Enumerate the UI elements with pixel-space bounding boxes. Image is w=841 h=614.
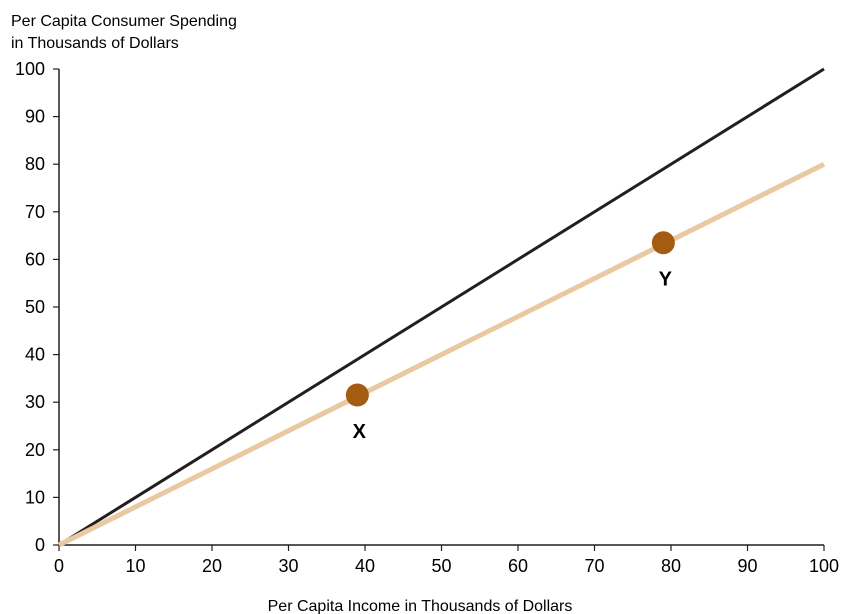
y-tick-label: 90 — [25, 107, 45, 127]
y-axis-label-line-1: Per Capita Consumer Spending — [11, 13, 237, 30]
series-lines — [57, 67, 826, 548]
y-tick-label: 20 — [25, 440, 45, 460]
x-tick-labels: 0 10 20 30 40 50 60 70 80 90 100 — [54, 556, 839, 576]
data-points: XY — [345, 231, 675, 443]
series-line-2 — [57, 161, 826, 548]
x-tick-label: 60 — [508, 556, 528, 576]
series-line-1 — [58, 67, 825, 547]
x-tick-label: 90 — [737, 556, 757, 576]
x-tick-label: 40 — [355, 556, 375, 576]
y-tick-label: 60 — [25, 249, 45, 269]
y-tick-label: 50 — [25, 297, 45, 317]
point-x — [345, 383, 369, 407]
x-tick-label: 30 — [278, 556, 298, 576]
y-tick-label: 70 — [25, 202, 45, 222]
x-tick-label: 100 — [809, 556, 839, 576]
x-tick-label: 70 — [584, 556, 604, 576]
y-tick-label: 30 — [25, 392, 45, 412]
point-label-y: Y — [659, 269, 673, 291]
y-tick-label: 80 — [25, 154, 45, 174]
y-tick-label: 0 — [35, 535, 45, 555]
x-tick-label: 10 — [125, 556, 145, 576]
point-y — [651, 231, 675, 255]
y-tick-label: 100 — [15, 59, 45, 79]
axes — [53, 68, 825, 551]
x-tick-label: 20 — [202, 556, 222, 576]
x-axis-label: Per Capita Income in Thousands of Dollar… — [268, 598, 573, 614]
x-tick-label: 0 — [54, 556, 64, 576]
y-tick-label: 10 — [25, 487, 45, 507]
y-tick-labels: 0 10 20 30 40 50 60 70 80 90 100 — [15, 59, 45, 555]
point-label-x: X — [353, 421, 367, 443]
y-axis-label-line-2: in Thousands of Dollars — [11, 35, 179, 52]
x-tick-label: 80 — [661, 556, 681, 576]
y-tick-label: 40 — [25, 345, 45, 365]
x-tick-label: 50 — [431, 556, 451, 576]
